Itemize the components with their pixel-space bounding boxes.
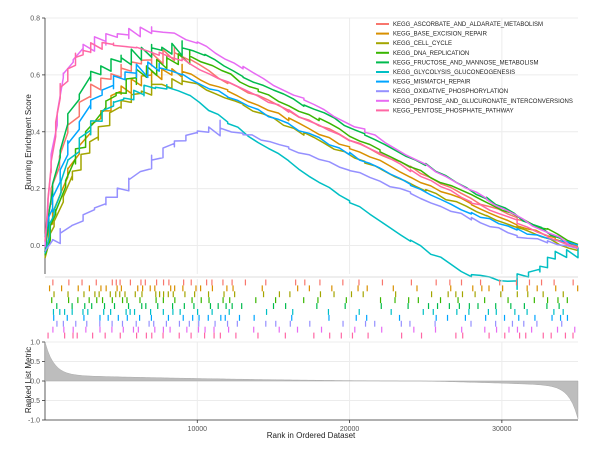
x-axis: 10000 20000 30000 [188,420,512,433]
y-tick-label: 0.8 [30,16,40,23]
y-tick-label: 0.5 [30,359,40,366]
enrichment-line-kegg-base-excision-repair [44,63,579,252]
enrichment-line-kegg-oxidative-phosphorylation [44,119,579,252]
y-axis-title-bottom: Ranked List Metric [24,347,33,413]
x-tick-label: 10000 [188,426,208,433]
legend-label: KEGG_CELL_CYCLE [393,41,452,47]
enrichment-score-panel: 0.0 0.2 0.4 0.6 0.8 [30,16,579,291]
hit-row-kegg-base-excision-repair [48,285,579,292]
legend-label: KEGG_BASE_EXCISION_REPAIR [393,32,488,38]
hit-row-kegg-pentose-and-glucuronate-interconversions [52,326,576,333]
gene-hit-rug-panel [45,276,579,339]
y-tick-label: -0.5 [28,398,40,405]
legend-label: KEGG_ASCORBATE_AND_ALDARATE_METABOLISM [393,22,543,28]
hit-row-kegg-dna-replication [51,297,568,304]
hit-row-kegg-oxidative-phosphorylation [56,320,563,327]
hit-row-kegg-pentose-phosphate-pathway [47,332,574,339]
enrichment-line-kegg-mismatch-repair [44,61,579,246]
y-tick-label: 0.0 [30,243,40,250]
legend-label: KEGG_PENTOSE_AND_GLUCURONATE_INTERCONVER… [393,99,573,105]
legend-label: KEGG_OXIDATIVE_PHOSPHORYLATION [393,89,508,95]
hit-row-kegg-ascorbate-and-aldarate-metabolism [52,279,574,286]
hit-row-kegg-glycolysis-gluconeogenesis [52,309,564,315]
legend-label: KEGG_FRUCTOSE_AND_MANNOSE_METABOLISM [393,60,538,66]
legend-item: KEGG_ASCORBATE_AND_ALDARATE_METABOLISM [376,22,543,28]
legend-item: KEGG_PENTOSE_PHOSPHATE_PATHWAY [376,108,514,114]
enrichment-line-kegg-dna-replication [44,48,579,256]
legend-label: KEGG_MISMATCH_REPAIR [393,80,471,86]
enrichment-line-kegg-glycolysis-gluconeogenesis [44,83,579,291]
legend-item: KEGG_MISMATCH_REPAIR [376,80,471,86]
y-tick-label: 0.4 [30,129,40,136]
hit-row-kegg-mismatch-repair [53,314,569,321]
ranked-list-metric-panel: 1.0 0.5 0.0 -0.5 -1.0 [28,340,579,425]
legend-item: KEGG_CELL_CYCLE [376,41,452,47]
x-tick-label: 20000 [340,426,360,433]
y-tick-label: 0.0 [30,379,40,386]
legend-label: KEGG_GLYCOLYSIS_GLUCONEOGENESIS [393,70,515,76]
legend-item: KEGG_GLYCOLYSIS_GLUCONEOGENESIS [376,70,515,76]
legend-label: KEGG_DNA_REPLICATION [393,51,469,57]
hit-row-kegg-cell-cycle [53,291,564,298]
enrichment-line-kegg-pentose-and-glucuronate-interconversions [44,26,579,249]
legend-item: KEGG_BASE_EXCISION_REPAIR [376,32,488,38]
x-axis-title: Rank in Ordered Dataset [267,431,356,440]
enrichment-line-kegg-ascorbate-and-aldarate-metabolism [44,46,579,253]
y-tick-label: 0.2 [30,186,40,193]
y-tick-label: -1.0 [28,418,40,425]
legend-item: KEGG_DNA_REPLICATION [376,51,469,57]
chart-legend: KEGG_ASCORBATE_AND_ALDARATE_METABOLISM KE… [376,22,573,114]
legend-item: KEGG_FRUCTOSE_AND_MANNOSE_METABOLISM [376,60,538,66]
ranked-list-metric-area [44,341,579,419]
y-axis-title-top: Running Enrichment Score [24,94,33,190]
legend-label: KEGG_PENTOSE_PHOSPHATE_PATHWAY [393,108,514,114]
y-tick-label: 1.0 [30,340,40,347]
x-tick-label: 30000 [492,426,512,433]
hit-row-kegg-fructose-and-mannose-metabolism [56,303,560,309]
legend-item: KEGG_OXIDATIVE_PHOSPHORYLATION [376,89,508,95]
enrichment-line-kegg-cell-cycle [44,77,579,259]
enrichment-line-kegg-pentose-phosphate-pathway [44,41,579,249]
y-tick-label: 0.6 [30,72,40,79]
legend-item: KEGG_PENTOSE_AND_GLUCURONATE_INTERCONVER… [376,99,573,105]
